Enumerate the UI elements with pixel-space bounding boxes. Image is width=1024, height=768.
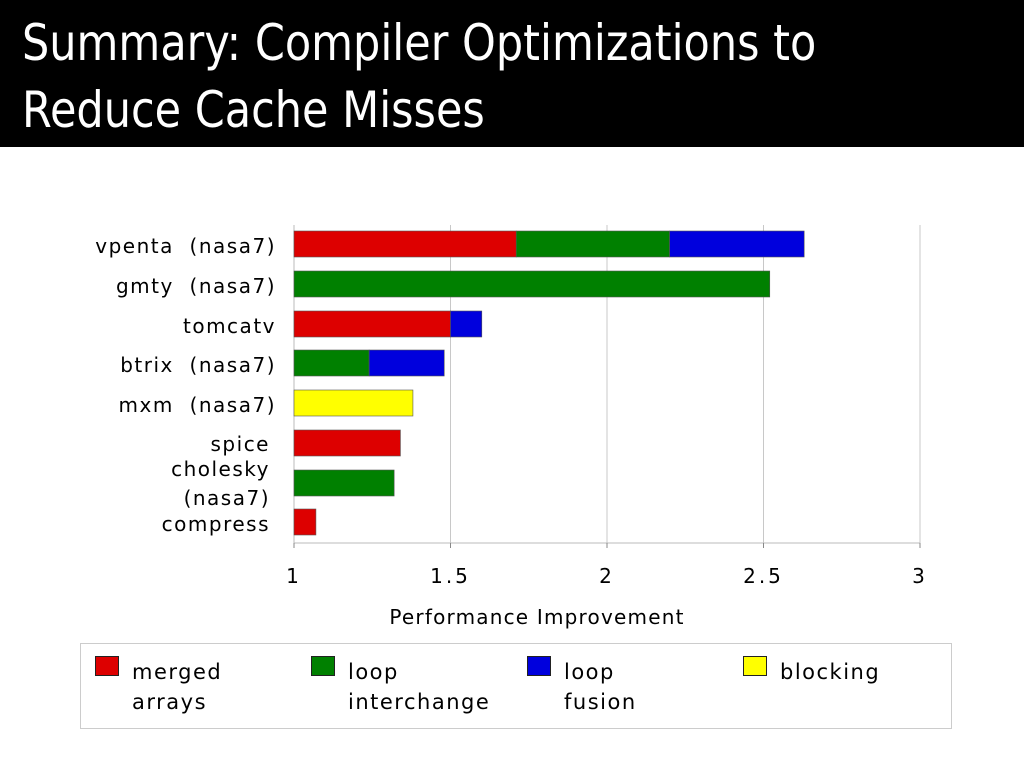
- legend-label-loop-fusion: loop fusion: [564, 660, 637, 714]
- bar-loop-interchange-3: [293, 349, 370, 377]
- legend-swatch-red-icon: [95, 656, 119, 676]
- legend-swatch-green-icon: [311, 656, 335, 676]
- legend-label-loop-interchange: loop interchange: [348, 660, 491, 714]
- bar-loop-fusion-0: [669, 230, 805, 258]
- x-tick-label-2: 2: [599, 564, 615, 588]
- bar-loop-fusion-2: [450, 310, 483, 338]
- bar-merged-arrays-0: [293, 230, 517, 258]
- bar-loop-interchange-0: [515, 230, 670, 258]
- category-label-1: gmty (nasa7): [116, 274, 276, 298]
- x-axis-title: Performance Improvement: [389, 605, 684, 629]
- legend-label-blocking: blocking: [780, 660, 881, 684]
- category-label-0: vpenta (nasa7): [95, 234, 276, 258]
- category-label-6-line-0: cholesky: [171, 457, 270, 481]
- bar-loop-interchange-1: [293, 270, 771, 298]
- bar-merged-arrays-2: [293, 310, 451, 338]
- bar-merged-arrays-7: [293, 508, 317, 536]
- x-tick-label-4: 3: [912, 564, 928, 588]
- bar-blocking-4: [293, 389, 414, 417]
- category-label-2: tomcatv: [183, 314, 276, 338]
- bar-merged-arrays-5: [293, 429, 401, 457]
- x-tick-label-3: 2.5: [743, 564, 784, 588]
- bar-loop-interchange-6: [293, 469, 395, 497]
- x-tick-label-1: 1.5: [430, 564, 471, 588]
- chart-legend: merged arrays loop interchange loop fusi…: [80, 643, 952, 729]
- bar-loop-fusion-3: [368, 349, 445, 377]
- bar-chart: 1 1.5 2 2.5 3 Performance Improvement vpenta (…: [95, 225, 928, 629]
- slide-title-line-1: Summary: Compiler Optimizations to: [22, 14, 817, 72]
- category-label-5: spice: [211, 432, 270, 456]
- x-tick-label-0: 1: [286, 564, 302, 588]
- category-label-6-line-1: (nasa7): [184, 486, 270, 510]
- legend-swatch-yellow-icon: [743, 656, 767, 676]
- legend-label-merged-arrays: merged arrays: [132, 660, 223, 714]
- legend-swatch-blue-icon: [527, 656, 551, 676]
- slide-title-line-2: Reduce Cache Misses: [22, 81, 485, 139]
- category-label-7: compress: [162, 512, 270, 536]
- category-label-3: btrix (nasa7): [120, 353, 276, 377]
- category-label-4: mxm (nasa7): [119, 393, 276, 417]
- title-bar: Summary: Compiler Optimizations to Reduc…: [0, 0, 1024, 147]
